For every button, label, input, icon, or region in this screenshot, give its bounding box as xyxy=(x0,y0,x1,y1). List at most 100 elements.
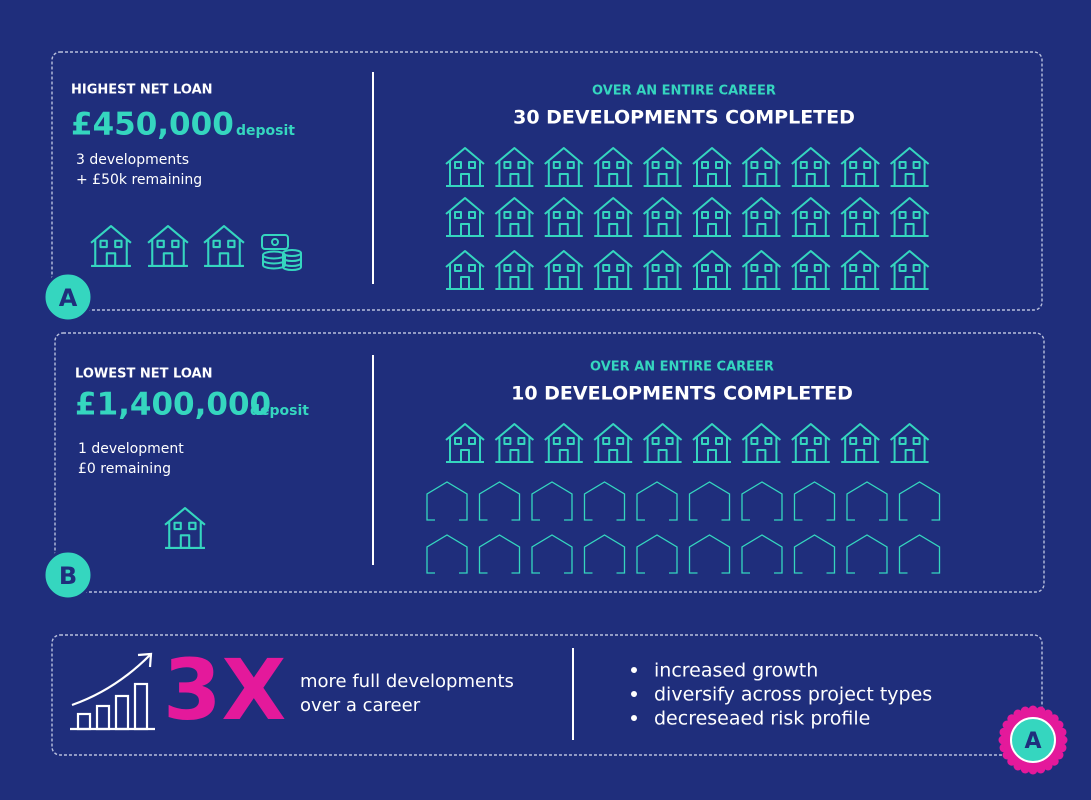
house-door xyxy=(657,173,668,187)
badge-circle xyxy=(42,271,94,323)
house-placeholder xyxy=(531,481,573,521)
house-door xyxy=(707,449,717,463)
house-window xyxy=(863,437,872,445)
house-window xyxy=(764,161,773,169)
house-window xyxy=(566,437,575,445)
house-window xyxy=(750,437,759,445)
house-door xyxy=(558,276,569,290)
house-icon xyxy=(445,147,485,187)
house-placeholder xyxy=(636,534,678,574)
growth-chart-icon xyxy=(70,652,155,731)
house-door xyxy=(805,223,816,237)
house-icon xyxy=(791,423,831,463)
house-window xyxy=(602,211,611,219)
house-icon xyxy=(889,147,930,187)
bullet: increased growth xyxy=(654,660,818,682)
house-window xyxy=(764,264,773,272)
subtitle: OVER AN ENTIRE CAREER xyxy=(592,84,776,99)
house-icon xyxy=(840,423,880,463)
house-door xyxy=(509,223,520,237)
subtitle: OVER AN ENTIRE CAREER xyxy=(590,360,774,375)
house-window xyxy=(616,161,625,169)
house-placeholder xyxy=(426,534,468,574)
label: HIGHEST NET LOAN xyxy=(71,83,213,98)
badge-circle xyxy=(42,549,94,601)
house-icon xyxy=(445,250,485,290)
house-window xyxy=(898,211,907,219)
house-icon xyxy=(791,147,831,187)
bullet-dot xyxy=(631,691,637,697)
house-placeholder xyxy=(688,481,731,521)
house-window xyxy=(503,161,512,169)
house-window xyxy=(863,211,872,219)
house-icon xyxy=(642,250,683,290)
corner-badge-circle xyxy=(1010,717,1056,763)
house-window xyxy=(799,264,808,272)
panel-a xyxy=(51,51,1043,311)
house-placeholder xyxy=(846,481,888,521)
house-door xyxy=(756,276,767,290)
house-window xyxy=(912,437,921,445)
house-icon xyxy=(642,197,683,237)
house-placeholder xyxy=(583,481,626,521)
house-window xyxy=(715,211,723,219)
house-icon xyxy=(203,225,245,267)
house-door xyxy=(707,173,717,187)
detail: + £50k remaining xyxy=(76,172,202,188)
house-window xyxy=(715,437,723,445)
house-icon xyxy=(741,423,782,463)
house-placeholder xyxy=(636,481,678,521)
house-window xyxy=(849,161,858,169)
house-icon xyxy=(692,423,732,463)
house-icon xyxy=(544,423,584,463)
house-window xyxy=(799,161,808,169)
house-window xyxy=(552,264,561,272)
house-window xyxy=(898,264,907,272)
house-placeholder xyxy=(688,534,731,574)
house-door xyxy=(509,276,520,290)
house-window xyxy=(602,161,611,169)
house-window xyxy=(602,437,611,445)
house-door xyxy=(179,534,191,549)
house-placeholder xyxy=(793,481,836,521)
house-window xyxy=(114,239,123,249)
house-icon xyxy=(889,250,930,290)
house-window xyxy=(468,161,476,169)
house-window xyxy=(849,437,858,445)
house-placeholder xyxy=(898,534,941,574)
amount: £1,400,000 xyxy=(75,387,271,423)
house-placeholder xyxy=(426,481,468,521)
house-door xyxy=(218,252,230,267)
house-door xyxy=(855,173,866,187)
house-door xyxy=(756,223,767,237)
house-door xyxy=(558,449,569,463)
panel-b xyxy=(54,332,1045,593)
house-window xyxy=(468,264,476,272)
house-window xyxy=(517,211,526,219)
house-window xyxy=(468,211,476,219)
house-window xyxy=(912,211,921,219)
house-window xyxy=(665,437,674,445)
house-window xyxy=(849,211,858,219)
house-window xyxy=(898,161,907,169)
house-door xyxy=(805,449,816,463)
house-window xyxy=(454,437,462,445)
house-window xyxy=(517,161,526,169)
house-window xyxy=(552,211,561,219)
house-icon xyxy=(840,197,880,237)
house-window xyxy=(665,211,674,219)
house-icon xyxy=(593,147,633,187)
house-icon xyxy=(494,147,535,187)
house-door xyxy=(608,223,619,237)
house-icon xyxy=(164,507,206,549)
house-icon xyxy=(791,250,831,290)
amount-note: deposit xyxy=(236,123,295,139)
money-icon xyxy=(261,234,302,271)
house-door xyxy=(608,276,619,290)
house-window xyxy=(701,161,709,169)
house-door xyxy=(509,173,520,187)
house-icon xyxy=(642,423,683,463)
house-icon xyxy=(889,197,930,237)
headline: 30 DEVELOPMENTS COMPLETED xyxy=(513,107,855,129)
